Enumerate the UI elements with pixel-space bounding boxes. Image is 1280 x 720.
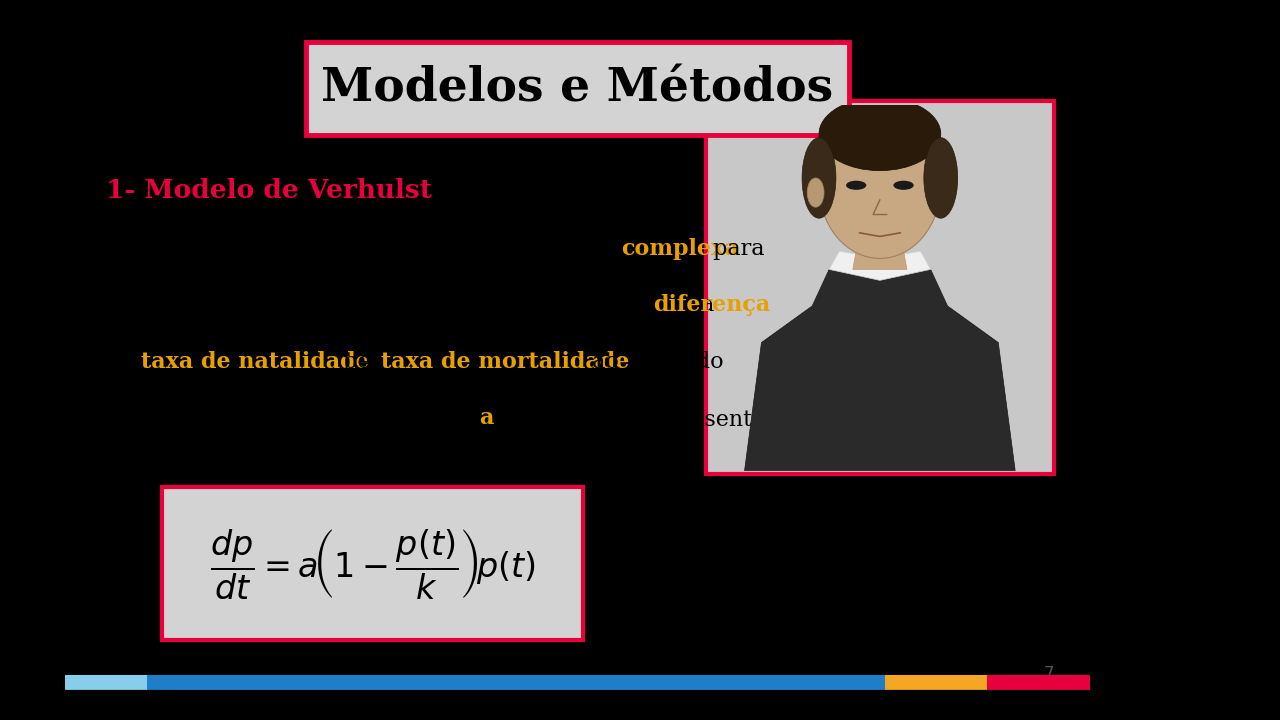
Ellipse shape — [819, 112, 941, 258]
Ellipse shape — [846, 181, 867, 190]
Text: pela equação diferencial:: pela equação diferencial: — [106, 464, 390, 487]
Text: Verhulst: Verhulst — [836, 537, 924, 556]
Bar — [65, 675, 147, 690]
Text: tempo, representada pelo parâmetro: tempo, representada pelo parâmetro — [106, 408, 530, 431]
Text: 1- Modelo de Verhulst: 1- Modelo de Verhulst — [106, 178, 433, 203]
Bar — [147, 675, 884, 690]
Text: 7: 7 — [1043, 665, 1055, 683]
Text: complexa: complexa — [622, 238, 740, 260]
Text: a: a — [479, 408, 494, 429]
FancyBboxPatch shape — [705, 102, 1055, 474]
Text: diferença: diferença — [653, 294, 771, 316]
Polygon shape — [852, 233, 908, 269]
Ellipse shape — [803, 138, 836, 218]
Polygon shape — [829, 251, 931, 280]
Text: taxa de mortalidade: taxa de mortalidade — [380, 351, 628, 373]
Text: (1804 - 1849): (1804 - 1849) — [809, 577, 951, 596]
Text: Pierre François: Pierre François — [797, 497, 963, 516]
Text: modelar o crescimento populacional. Inclui o valor da: modelar o crescimento populacional. Incl… — [106, 294, 722, 316]
Bar — [884, 675, 987, 690]
Text: $\dfrac{dp}{dt} = a\!\left(1 - \dfrac{p(t)}{k}\right)\!p(t)$: $\dfrac{dp}{dt} = a\!\left(1 - \dfrac{p(… — [210, 526, 535, 600]
FancyBboxPatch shape — [306, 42, 849, 135]
FancyBboxPatch shape — [163, 487, 582, 640]
Text: da: da — [106, 351, 141, 373]
Text: O modelo Verhulst sugere uma fórmula mais: O modelo Verhulst sugere uma fórmula mai… — [106, 238, 653, 261]
Bar — [987, 675, 1091, 690]
Ellipse shape — [893, 181, 914, 190]
Text: pela: pela — [335, 351, 398, 373]
Text: ao longo do: ao longo do — [585, 351, 723, 373]
Ellipse shape — [808, 178, 824, 207]
Ellipse shape — [924, 138, 957, 218]
Text: . O modelo é representado: . O modelo é representado — [494, 408, 794, 431]
Ellipse shape — [819, 97, 941, 171]
Text: para: para — [705, 238, 764, 260]
Polygon shape — [745, 269, 1015, 471]
Text: Modelos e Métodos: Modelos e Métodos — [321, 66, 833, 111]
Text: taxa de natalidade: taxa de natalidade — [141, 351, 370, 373]
